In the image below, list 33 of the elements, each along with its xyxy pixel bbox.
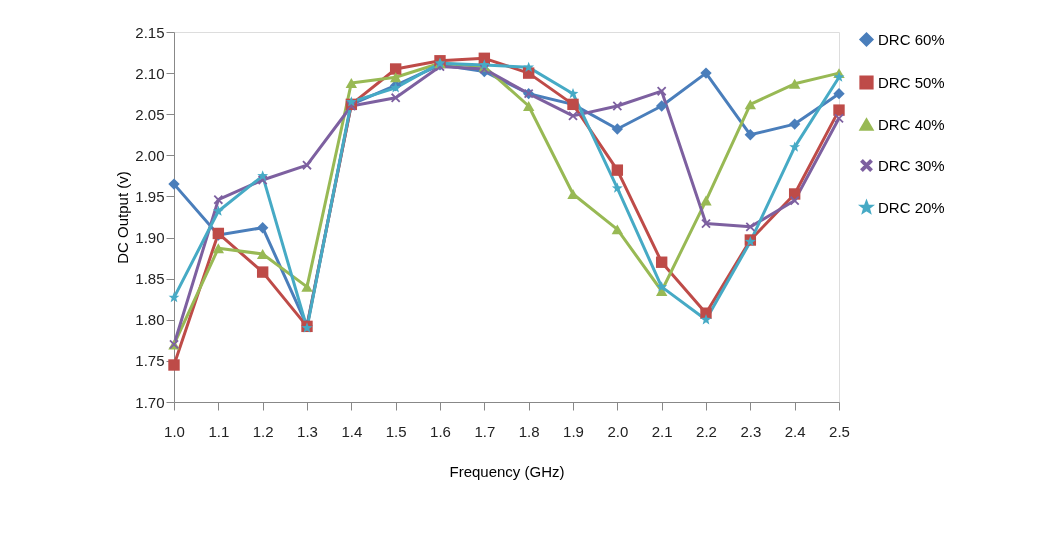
y-tick-label: 2.15 — [135, 23, 165, 41]
x-tick-label: 1.5 — [385, 422, 407, 440]
y-tick-label: 1.90 — [135, 229, 165, 247]
x-tick-label: 1.2 — [252, 422, 274, 440]
x-tick-label: 2.4 — [784, 422, 806, 440]
legend-label: DRC 40% — [878, 115, 945, 133]
legend-label: DRC 30% — [878, 156, 945, 174]
y-tick-label: 2.00 — [135, 146, 165, 164]
x-tick-label: 1.0 — [164, 422, 185, 440]
x-tick-label: 2.5 — [829, 422, 850, 440]
x-tick-label: 1.4 — [341, 422, 363, 440]
y-tick-label: 2.10 — [135, 64, 165, 82]
x-tick-label: 1.1 — [208, 422, 230, 440]
y-tick-label: 1.70 — [135, 393, 165, 411]
x-tick-label: 1.6 — [430, 422, 451, 440]
x-tick-label: 2.1 — [651, 422, 673, 440]
y-tick-label: 1.85 — [135, 270, 165, 288]
x-tick-label: 1.7 — [474, 422, 496, 440]
y-axis-title: DC Output (v) — [114, 171, 132, 264]
x-tick-label: 1.3 — [297, 422, 318, 440]
x-tick-label: 1.8 — [518, 422, 540, 440]
y-tick-label: 1.75 — [135, 352, 165, 370]
x-tick-label: 2.3 — [740, 422, 762, 440]
x-axis-title: Frequency (GHz) — [449, 462, 565, 480]
legend-label: DRC 50% — [878, 73, 945, 91]
y-tick-label: 1.80 — [135, 311, 165, 329]
x-tick-label: 2.0 — [607, 422, 629, 440]
x-tick-label: 1.9 — [563, 422, 584, 440]
y-tick-label: 2.05 — [135, 105, 165, 123]
legend-label: DRC 20% — [878, 198, 945, 216]
y-tick-label: 1.95 — [135, 187, 165, 205]
legend-label: DRC 60% — [878, 30, 945, 48]
x-tick-label: 2.2 — [696, 422, 717, 440]
